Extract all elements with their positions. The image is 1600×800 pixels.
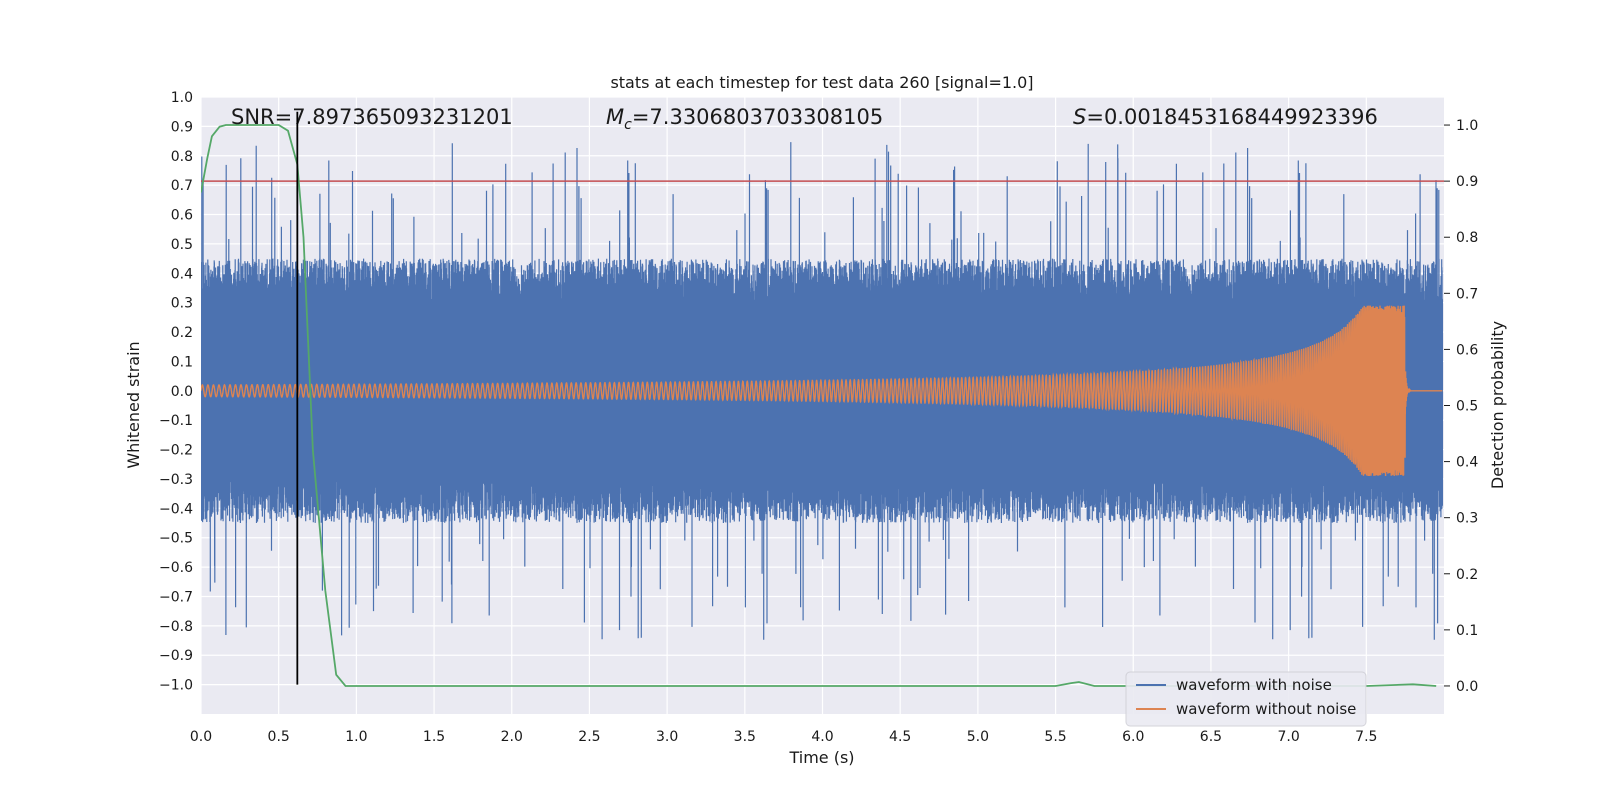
chirp-mass-value: =7.3306803703308105 — [632, 105, 883, 129]
y-tick-label: 0.9 — [171, 119, 193, 135]
x-tick-label: 3.5 — [734, 729, 756, 745]
y2-tick-label: 0.9 — [1456, 174, 1478, 190]
x-tick-label: 5.5 — [1044, 729, 1066, 745]
y-tick-label: −0.8 — [159, 619, 193, 635]
x-axis-label: Time (s) — [788, 748, 854, 767]
y-tick-label: 1.0 — [171, 90, 193, 106]
y2-tick-label: 0.8 — [1456, 230, 1478, 246]
y2-tick-label: 0.6 — [1456, 342, 1478, 358]
y-tick-label: 0.0 — [171, 384, 193, 400]
y-tick-label: 0.6 — [171, 208, 193, 224]
x-tick-label: 6.5 — [1200, 729, 1222, 745]
y2-tick-label: 1.0 — [1456, 118, 1478, 134]
y2-tick-label: 0.0 — [1456, 679, 1478, 695]
x-tick-label: 2.0 — [501, 729, 523, 745]
y-tick-labels: 1.0 0.9 0.8 0.7 0.6 0.5 0.4 0.3 0.2 0.1 0.0 −0.1 −0.… — [159, 90, 193, 694]
snr-annotation: SNR=7.897365093231201 — [231, 105, 513, 129]
x-tick-label: 5.0 — [967, 729, 989, 745]
y-tick-label: −0.5 — [159, 531, 193, 547]
y2-tick-label: 0.3 — [1456, 511, 1478, 527]
x-tick-label: 1.5 — [423, 729, 445, 745]
y2-tick-label: 0.7 — [1456, 286, 1478, 302]
y-tick-label: −0.3 — [159, 472, 193, 488]
y-tick-label: 0.8 — [171, 149, 193, 165]
series-waveform-without-noise — [201, 305, 1443, 477]
x-tick-label: 6.0 — [1122, 729, 1144, 745]
x-tick-label: 1.0 — [345, 729, 367, 745]
y-tick-label: 0.4 — [171, 266, 193, 282]
y-tick-label: −0.4 — [159, 501, 193, 517]
y-axis-label: Whitened strain — [124, 341, 143, 468]
chart-title: stats at each timestep for test data 260… — [610, 73, 1033, 92]
s-value: =0.0018453168449923396 — [1086, 105, 1378, 129]
y2-tick-label: 0.5 — [1456, 399, 1478, 415]
y-tick-label: 0.7 — [171, 178, 193, 194]
x-tick-label: 2.5 — [578, 729, 600, 745]
x-tick-labels: 0.0 0.5 1.0 1.5 2.0 2.5 3.0 3.5 4.0 4.5 5.0 5.5 6.0 6… — [190, 729, 1378, 745]
y2-tick-labels: 1.0 0.9 0.8 0.7 0.6 0.5 0.4 0.3 0.2 0.1 0.0 — [1444, 118, 1478, 695]
x-tick-label: 7.5 — [1355, 729, 1377, 745]
x-tick-label: 7.0 — [1277, 729, 1299, 745]
x-tick-label: 4.0 — [811, 729, 833, 745]
y-tick-label: 0.2 — [171, 325, 193, 341]
x-tick-label: 3.0 — [656, 729, 678, 745]
y-tick-label: 0.3 — [171, 296, 193, 312]
y-tick-label: −0.2 — [159, 443, 193, 459]
x-tick-label: 4.5 — [889, 729, 911, 745]
x-tick-label: 0.0 — [190, 729, 212, 745]
x-tick-label: 0.5 — [268, 729, 290, 745]
y2-tick-label: 0.2 — [1456, 567, 1478, 583]
y-tick-label: −0.9 — [159, 648, 193, 664]
series-layer — [201, 124, 1444, 687]
y-tick-label: −0.1 — [159, 413, 193, 429]
y-tick-label: −0.6 — [159, 560, 193, 576]
y2-axis-label: Detection probability — [1488, 321, 1507, 489]
legend-box — [1125, 671, 1367, 727]
y-tick-label: −0.7 — [159, 589, 193, 605]
y-tick-label: 0.5 — [171, 237, 193, 253]
y-tick-label: −1.0 — [159, 678, 193, 694]
series-detection-probability — [201, 124, 1437, 687]
y2-tick-label: 0.4 — [1456, 455, 1478, 471]
chirp-mass-annotation: Mc=7.3306803703308105 — [606, 105, 883, 133]
legend-label-clean: waveform without noise — [1176, 700, 1356, 718]
legend: waveform with noise waveform without noi… — [1125, 671, 1367, 727]
y2-tick-label: 0.1 — [1456, 623, 1478, 639]
legend-label-noise: waveform with noise — [1176, 676, 1332, 694]
s-annotation: S=0.0018453168449923396 — [1073, 105, 1378, 129]
y-tick-label: 0.1 — [171, 354, 193, 370]
